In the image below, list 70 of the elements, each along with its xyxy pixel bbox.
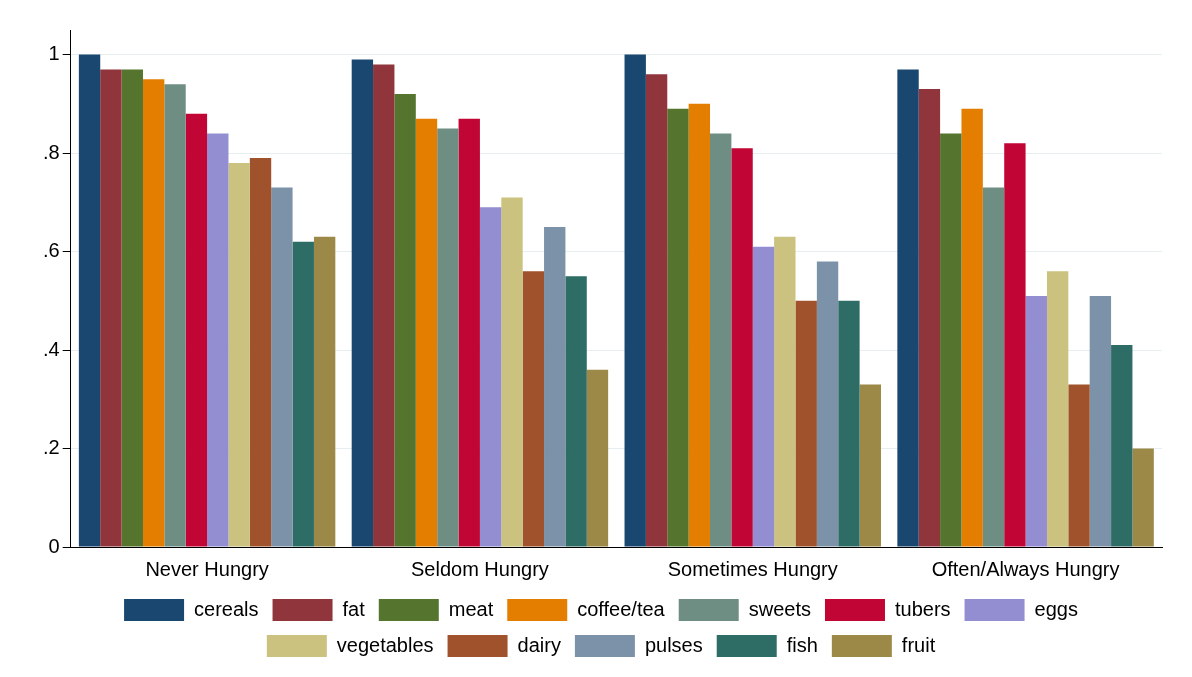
bar bbox=[1004, 143, 1026, 547]
bar bbox=[859, 384, 881, 547]
bar bbox=[164, 84, 186, 547]
bar bbox=[501, 197, 523, 547]
bar bbox=[897, 69, 919, 547]
bar bbox=[940, 133, 962, 547]
legend-label: pulses bbox=[644, 633, 703, 656]
bar bbox=[816, 261, 839, 547]
bar bbox=[437, 128, 459, 547]
bar bbox=[1068, 384, 1090, 547]
bar bbox=[1025, 295, 1047, 547]
bar bbox=[1046, 271, 1069, 547]
bar bbox=[313, 236, 336, 547]
bar bbox=[249, 158, 272, 547]
bar bbox=[415, 118, 438, 547]
x-tick-label: Often/Always Hungry bbox=[931, 557, 1120, 580]
legend-label: fat bbox=[342, 597, 366, 620]
bar bbox=[1111, 345, 1133, 547]
legend-label: vegetables bbox=[336, 633, 434, 656]
bar bbox=[838, 300, 860, 547]
bar bbox=[373, 64, 395, 547]
bar bbox=[292, 241, 314, 547]
legend-label: meat bbox=[448, 597, 494, 620]
bar bbox=[624, 54, 646, 547]
legend-label: tubers bbox=[894, 597, 951, 620]
bar bbox=[961, 108, 983, 547]
bar bbox=[479, 207, 502, 547]
y-tick-label: 0 bbox=[48, 534, 60, 557]
legend-label: sweets bbox=[748, 597, 811, 620]
legend-label: dairy bbox=[517, 633, 561, 656]
bar bbox=[544, 226, 566, 547]
bar bbox=[1132, 448, 1154, 547]
bar bbox=[207, 133, 229, 547]
y-tick-label: .4 bbox=[42, 337, 60, 360]
bar bbox=[394, 94, 416, 547]
bar bbox=[458, 118, 480, 547]
legend-label: coffee/tea bbox=[577, 597, 666, 620]
bar bbox=[271, 187, 293, 547]
bar bbox=[645, 74, 668, 547]
bar bbox=[78, 54, 101, 547]
x-tick-label: Never Hungry bbox=[145, 557, 269, 580]
bar bbox=[774, 236, 796, 547]
bar bbox=[565, 276, 587, 547]
y-tick-label: 1 bbox=[48, 42, 60, 65]
bar bbox=[710, 133, 732, 547]
y-tick-label: .8 bbox=[42, 140, 60, 163]
bar bbox=[795, 300, 817, 547]
y-tick-label: .6 bbox=[42, 239, 60, 262]
bar bbox=[351, 59, 374, 547]
bar bbox=[1089, 295, 1112, 547]
x-tick-label: Sometimes Hungry bbox=[667, 557, 838, 580]
bar bbox=[100, 69, 122, 547]
legend-label: fish bbox=[786, 633, 818, 656]
bar bbox=[121, 69, 143, 547]
bar bbox=[731, 148, 753, 547]
bar bbox=[228, 162, 250, 547]
legend-label: cereals bbox=[194, 597, 259, 620]
bar bbox=[667, 108, 689, 547]
legend-label: eggs bbox=[1034, 597, 1078, 620]
x-tick-label: Seldom Hungry bbox=[411, 557, 549, 580]
y-tick-label: .2 bbox=[42, 436, 60, 459]
bar bbox=[142, 79, 165, 547]
legend-label: fruit bbox=[901, 633, 936, 656]
bar bbox=[185, 113, 208, 547]
bar bbox=[688, 103, 711, 547]
bar bbox=[982, 187, 1005, 547]
bar bbox=[522, 271, 545, 547]
bar bbox=[586, 369, 609, 547]
bar bbox=[752, 246, 775, 547]
bar bbox=[918, 89, 941, 547]
